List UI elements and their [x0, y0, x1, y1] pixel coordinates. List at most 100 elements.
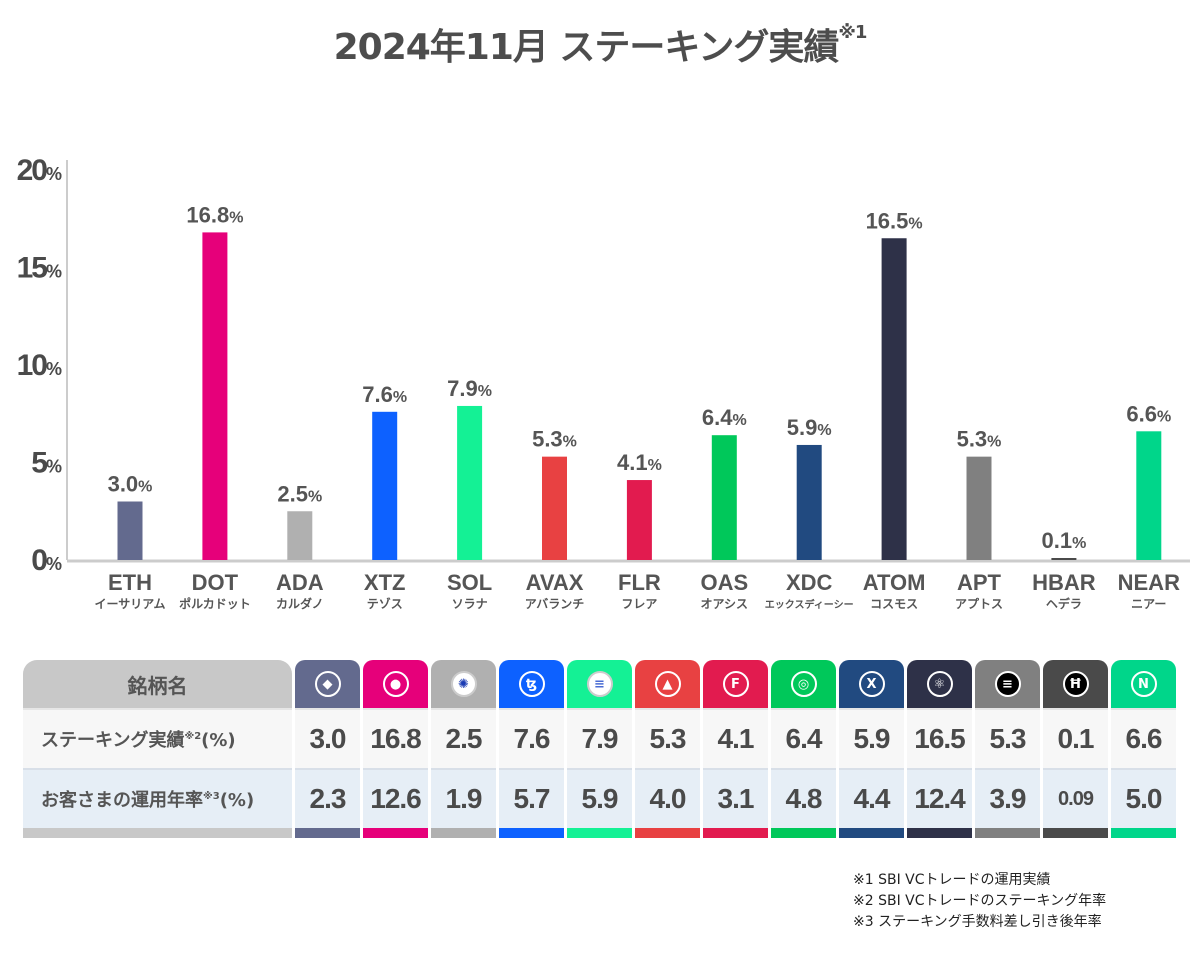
customer-rate-value-oas: 4.8: [771, 768, 836, 828]
bar-chart: 0% 5% 10% 15% 20% 3.0% ETH イーサリアム 16.8% DOTポルカドット…: [17, 154, 1190, 611]
staking-value-dot: 16.8: [363, 708, 428, 768]
bar-flr: [626, 480, 652, 560]
x-tick-kana-avax: アバランチ: [525, 597, 585, 611]
row-label-text: ステーキング実績: [41, 730, 185, 751]
footnote-2: ※2 SBI VCトレードのステーキング年率: [853, 893, 1107, 909]
staking-value-flr: 4.1: [703, 708, 768, 768]
ethereum-icon: ◆: [314, 671, 341, 697]
x-tick-kana-oas: オアシス: [701, 597, 749, 611]
avalanche-icon: ▲: [654, 671, 681, 697]
bar-ada: [287, 511, 313, 560]
x-tick-label-near: NEAR: [1118, 570, 1180, 595]
flare-icon: F: [722, 671, 749, 697]
table-row-customer-rate: お客さまの運用年率※3(%) 2.3 12.6 1.9 5.7 5.9 4.0 3.1 4.8…: [23, 768, 1176, 828]
x-tick-kana-flr: フレア: [621, 597, 657, 611]
value-label-dot: 16.8%: [186, 202, 243, 227]
row-note: ※3: [203, 791, 220, 802]
y-tick-label: 5%: [31, 447, 62, 480]
footer-strip-flr: [703, 828, 768, 838]
customer-rate-value-hbar: 0.09: [1043, 768, 1108, 828]
value-label-apt: 5.3%: [957, 427, 1002, 452]
value-label-xtz: 7.6%: [362, 382, 407, 407]
x-tick-label-eth: ETH: [108, 570, 152, 595]
x-tick-kana-eth: イーサリアム: [95, 597, 166, 611]
staking-value-xtz: 7.6: [499, 708, 564, 768]
staking-value-ada: 2.5: [431, 708, 496, 768]
near-icon: Ν: [1130, 671, 1157, 697]
bar-eth: [117, 501, 143, 560]
bar-avax: [542, 456, 567, 560]
staking-value-near: 6.6: [1111, 708, 1176, 768]
bar-dot: [202, 232, 228, 560]
page-title: 2024年11月 ステーキング実績※1: [0, 18, 1200, 70]
value-label-eth: 3.0%: [108, 472, 153, 497]
x-tick-label-dot: DOT: [192, 570, 239, 595]
bar-apt: [966, 456, 992, 560]
header-coin-sol: ≡: [567, 660, 632, 708]
customer-rate-value-near: 5.0: [1111, 768, 1176, 828]
header-coin-apt: ≡: [975, 660, 1040, 708]
staking-value-xdc: 5.9: [839, 708, 904, 768]
bar-sol: [457, 405, 483, 560]
staking-value-avax: 5.3: [635, 708, 700, 768]
row-label-staking: ステーキング実績※2(%): [23, 708, 292, 768]
staking-value-apt: 5.3: [975, 708, 1040, 768]
x-tick-kana-near: ニアー: [1131, 597, 1166, 611]
row-note: ※2: [184, 731, 202, 742]
customer-rate-value-ada: 1.9: [431, 768, 496, 828]
header-coin-flr: F: [703, 660, 768, 708]
customer-rate-value-dot: 12.6: [363, 768, 428, 828]
header-label: 銘柄名: [23, 660, 292, 708]
value-label-xdc: 5.9%: [787, 415, 832, 440]
footer-strip-dot: [363, 828, 428, 838]
x-tick-kana-ada: カルダノ: [276, 596, 324, 611]
value-label-ada: 2.5%: [277, 481, 322, 506]
header-coin-atom: ⚛: [907, 660, 972, 708]
value-label-avax: 5.3%: [532, 427, 577, 452]
bar-near: [1136, 431, 1162, 560]
footer-strip-hbar: [1043, 828, 1108, 838]
staking-value-sol: 7.9: [567, 708, 632, 768]
customer-rate-value-atom: 12.4: [907, 768, 972, 828]
x-tick-kana-xdc: エックスディーシー: [765, 598, 854, 611]
value-label-atom: 16.5%: [866, 208, 923, 233]
cardano-icon: ✺: [450, 671, 477, 697]
header-coin-oas: ◎: [771, 660, 836, 708]
y-tick-label: 0%: [31, 544, 62, 577]
staking-value-atom: 16.5: [907, 708, 972, 768]
staking-value-eth: 3.0: [295, 708, 360, 768]
customer-rate-value-xdc: 4.4: [839, 768, 904, 828]
row-label-text: お客さまの運用年率: [41, 790, 203, 811]
bar-xtz: [372, 411, 398, 560]
x-tick-label-ada: ADA: [276, 570, 324, 595]
footer-strip-avax: [635, 828, 700, 838]
hedera-icon: Ħ: [1062, 671, 1089, 697]
footer-strip-xtz: [499, 828, 564, 838]
aptos-icon: ≡: [994, 671, 1021, 697]
staking-table: 銘柄名 ◆ ● ✺ ꜩ ≡ ▲ F ◎ X ⚛ ≡ Ħ Ν ステーキング実績※2(%) 3.0 16.8 2…: [20, 660, 1179, 838]
customer-rate-value-apt: 3.9: [975, 768, 1040, 828]
footer-strip-xdc: [839, 828, 904, 838]
solana-icon: ≡: [586, 671, 613, 697]
xdc-icon: X: [858, 671, 885, 697]
footer-strip-near: [1111, 828, 1176, 838]
y-tick-label: 10%: [17, 349, 62, 382]
footer-strip-oas: [771, 828, 836, 838]
customer-rate-value-flr: 3.1: [703, 768, 768, 828]
x-tick-label-flr: FLR: [618, 570, 661, 595]
value-label-flr: 4.1%: [617, 450, 662, 475]
footer-strip-apt: [975, 828, 1040, 838]
table-row-staking: ステーキング実績※2(%) 3.0 16.8 2.5 7.6 7.9 5.3 4.1 6.4 5…: [23, 708, 1176, 768]
table-footer-strip: [23, 828, 1176, 838]
footer-strip-label: [23, 828, 292, 838]
footer-strip-sol: [567, 828, 632, 838]
x-tick-label-xdc: XDC: [786, 570, 833, 595]
customer-rate-value-sol: 5.9: [567, 768, 632, 828]
header-coin-xdc: X: [839, 660, 904, 708]
x-tick-label-sol: SOL: [447, 570, 492, 595]
y-tick-label: 20%: [17, 154, 62, 187]
value-label-hbar: 0.1%: [1041, 528, 1086, 553]
customer-rate-value-eth: 2.3: [295, 768, 360, 828]
tezos-icon: ꜩ: [518, 671, 545, 697]
header-coin-near: Ν: [1111, 660, 1176, 708]
